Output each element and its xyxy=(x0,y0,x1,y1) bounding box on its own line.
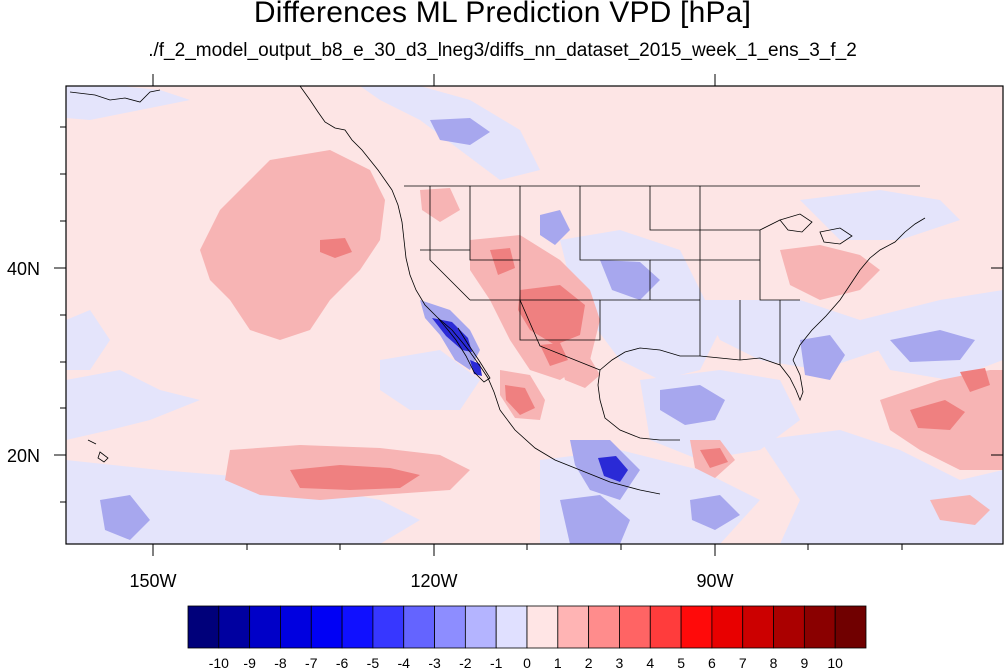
colorbar-swatch xyxy=(310,605,343,649)
colorbar-label: 8 xyxy=(770,655,778,671)
colorbar-label: 0 xyxy=(523,655,531,671)
colorbar-swatch xyxy=(187,605,220,649)
colorbar-swatch xyxy=(464,605,497,649)
tick-marks xyxy=(54,74,1003,556)
colorbar-label: -9 xyxy=(243,655,256,671)
colorbar-swatch xyxy=(434,605,466,649)
light-blue-regions xyxy=(66,86,1003,544)
colorbar-label: 5 xyxy=(677,655,685,671)
colorbar-swatch xyxy=(711,605,744,649)
colorbar-swatch xyxy=(557,605,590,649)
colorbar-swatch xyxy=(249,605,281,649)
colorbar-label: 4 xyxy=(646,655,654,671)
colorbar-label: -10 xyxy=(209,655,229,671)
colorbar-label: 7 xyxy=(739,655,747,671)
colorbar-label: -5 xyxy=(367,655,380,671)
lon-tick-label: 120W xyxy=(410,571,457,591)
colorbar-label: -7 xyxy=(305,655,318,671)
colorbar-label: 10 xyxy=(827,655,843,671)
coastlines-and-boundaries xyxy=(69,86,926,495)
colorbar-swatch xyxy=(649,605,682,649)
colorbar-swatch xyxy=(218,605,251,649)
colorbar-label: 2 xyxy=(585,655,593,671)
colorbar-label: -1 xyxy=(490,655,503,671)
colorbar-swatch xyxy=(834,605,867,649)
colorbar-swatch xyxy=(773,605,805,649)
colorbar-swatch xyxy=(280,605,312,649)
colorbar-swatch xyxy=(403,605,435,649)
colorbar-label: 1 xyxy=(554,655,562,671)
colorbar-label: 3 xyxy=(616,655,624,671)
lon-tick-label: 150W xyxy=(129,571,176,591)
colorbar-label: -4 xyxy=(398,655,411,671)
colorbar-swatch xyxy=(619,605,651,649)
lat-tick-label: 40N xyxy=(7,259,40,279)
colorbar-swatch xyxy=(803,605,836,649)
colorbar-swatch xyxy=(495,605,528,649)
map-title: Differences ML Prediction VPD [hPa] xyxy=(253,0,752,29)
colorbar-swatch xyxy=(526,605,559,649)
colorbar-swatch xyxy=(588,605,620,649)
colorbar-label: -8 xyxy=(274,655,287,671)
colorbar: -10 -9 -8 -7 -6 -5 -4 -3 -2 -1 0 1 2 3 4 5 6 7 8 9 10 xyxy=(187,605,867,671)
vpd-difference-field xyxy=(66,86,1003,544)
map-subtitle: ./f_2_model_output_b8_e_30_d3_lneg3/diff… xyxy=(148,40,857,61)
colorbar-swatch xyxy=(372,605,405,649)
lat-tick-label: 20N xyxy=(7,446,40,466)
colorbar-swatch xyxy=(742,605,774,649)
colorbar-label: -2 xyxy=(459,655,472,671)
lon-tick-label: 90W xyxy=(696,571,733,591)
colorbar-label: 6 xyxy=(708,655,716,671)
colorbar-label: -6 xyxy=(336,655,349,671)
colorbar-label: 9 xyxy=(800,655,808,671)
colorbar-swatch xyxy=(341,605,374,649)
colorbar-swatch xyxy=(680,605,713,649)
colorbar-label: -3 xyxy=(428,655,441,671)
